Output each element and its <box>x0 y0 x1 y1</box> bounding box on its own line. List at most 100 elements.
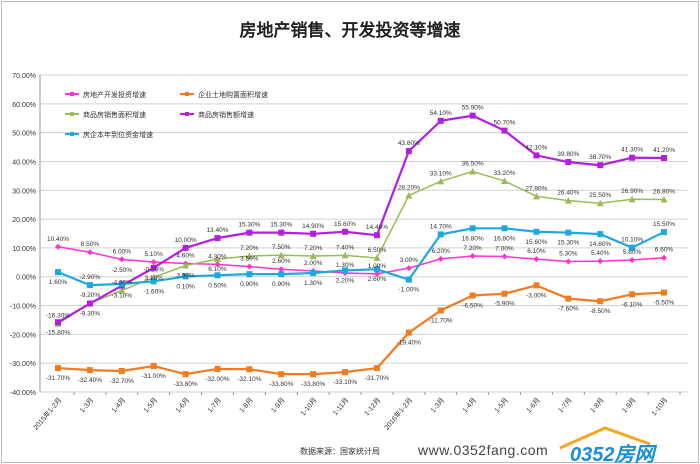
data-point <box>373 254 381 261</box>
data-point <box>437 177 445 185</box>
data-label: 43.60% <box>398 140 420 147</box>
data-point <box>501 177 509 185</box>
data-label: 10.10% <box>621 237 643 244</box>
data-label: -11.70% <box>429 317 453 324</box>
data-point <box>469 252 476 259</box>
data-point <box>278 371 285 378</box>
x-tick-label: 1-3月 <box>78 396 95 414</box>
data-label: 7.00% <box>495 246 514 253</box>
data-label: 15.50% <box>653 221 675 228</box>
data-label: -19.40% <box>397 340 421 347</box>
data-point <box>310 269 317 276</box>
data-point <box>214 261 221 268</box>
data-label: -33.10% <box>333 379 357 386</box>
data-label: -31.70% <box>46 375 70 382</box>
data-point <box>628 195 636 203</box>
data-point <box>214 235 221 242</box>
data-label: -32.70% <box>110 378 134 385</box>
data-label: 14.80% <box>589 241 611 248</box>
data-point <box>405 265 412 272</box>
data-label: -1.60% <box>143 288 164 295</box>
data-point <box>501 290 508 297</box>
data-point <box>150 363 157 370</box>
data-label: 4.60% <box>176 252 195 259</box>
data-label: -3.00% <box>526 292 547 299</box>
data-point <box>86 300 93 307</box>
legend-label: 商品房销售面积增速 <box>83 110 146 119</box>
data-label: 5.80% <box>623 249 642 256</box>
legend-marker <box>185 92 189 96</box>
data-label: 5.30% <box>559 250 578 257</box>
data-point <box>278 229 285 236</box>
data-label: 5.40% <box>591 250 610 257</box>
data-point <box>310 230 317 237</box>
data-label: 1.00% <box>368 263 387 270</box>
data-label: -8.50% <box>590 308 611 315</box>
data-point <box>342 369 349 376</box>
data-label: 5.10% <box>144 251 163 258</box>
data-point <box>565 258 572 265</box>
data-point <box>629 257 636 264</box>
data-point <box>278 266 285 273</box>
data-point <box>596 199 604 207</box>
data-point <box>246 229 253 236</box>
data-label: 42.10% <box>525 144 547 151</box>
data-point <box>661 289 667 296</box>
x-tick-label: 1-10月 <box>299 396 319 417</box>
data-label: 55.90% <box>462 105 484 112</box>
data-point <box>405 191 413 199</box>
data-label: 33.10% <box>430 170 452 177</box>
data-point <box>341 251 349 259</box>
series-line-3 <box>57 114 665 324</box>
data-label: 7.20% <box>463 245 482 252</box>
data-label: 15.30% <box>557 240 579 247</box>
data-point <box>405 148 412 155</box>
data-point <box>214 272 221 279</box>
data-label: 14.90% <box>302 223 324 230</box>
data-label: 2.60% <box>272 258 291 265</box>
legend-marker <box>70 112 74 116</box>
data-point <box>245 252 253 259</box>
x-tick-label: 1-11月 <box>331 396 350 417</box>
legend-marker <box>70 92 74 96</box>
data-point <box>437 255 444 262</box>
data-point <box>150 264 157 271</box>
series-line-4 <box>57 227 665 287</box>
data-point <box>277 251 285 259</box>
x-tick-label: 1-3月 <box>429 396 446 414</box>
data-label: 6.20% <box>432 248 451 255</box>
data-label: 10.00% <box>175 237 197 244</box>
data-label: 16.80% <box>462 235 484 242</box>
data-point <box>182 261 190 269</box>
data-label: 2.60% <box>368 276 387 283</box>
data-point <box>533 282 540 289</box>
data-label: -6.50% <box>462 302 483 309</box>
data-label: -3.10% <box>111 293 132 300</box>
data-label: 26.80% <box>653 188 675 195</box>
data-point <box>373 266 380 273</box>
x-tick-label: 1-5月 <box>142 396 159 414</box>
data-point <box>182 244 189 251</box>
data-point <box>150 278 157 285</box>
data-point <box>597 298 604 305</box>
data-label: 2.00% <box>304 260 323 267</box>
series-line-2 <box>57 170 665 325</box>
data-label: 3.50% <box>240 256 259 263</box>
data-label: 36.50% <box>462 161 484 168</box>
house-roof-icon <box>559 426 651 450</box>
data-point <box>629 244 636 251</box>
chart-title: 房地产销售、开发投资等增速 <box>239 21 461 41</box>
x-tick-label: 1-4月 <box>110 396 127 414</box>
data-label: -6.10% <box>622 301 643 308</box>
data-label: 0.50% <box>208 282 227 289</box>
data-point <box>118 367 125 374</box>
data-point <box>150 259 157 266</box>
data-label: 33.20% <box>494 170 516 177</box>
data-label: -0.20% <box>143 266 164 273</box>
data-point <box>55 319 61 326</box>
y-tick-label: 40.00% <box>12 159 36 166</box>
x-tick-label: 1-4月 <box>461 396 478 414</box>
data-point <box>437 307 444 314</box>
data-point <box>118 256 125 263</box>
data-label: -7.60% <box>558 306 579 313</box>
